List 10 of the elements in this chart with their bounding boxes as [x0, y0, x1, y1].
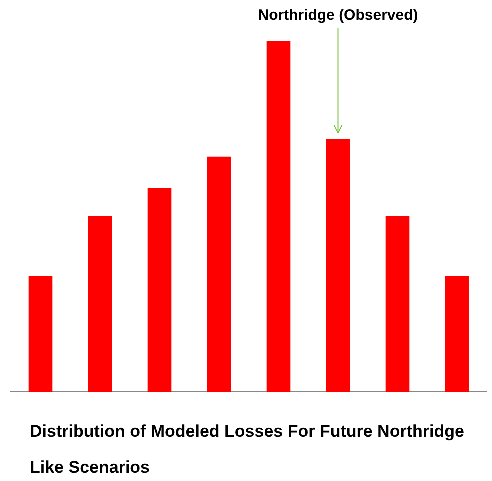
bar — [326, 139, 350, 392]
text: Distribution of Modeled Losses For Future Northridge Like Scenarios — [30, 421, 466, 479]
bar — [445, 276, 470, 392]
bar — [88, 216, 112, 392]
bar — [266, 41, 291, 392]
bar — [207, 156, 232, 392]
bar — [28, 276, 53, 392]
bar — [386, 216, 410, 392]
bar — [148, 188, 172, 392]
annotation: Northridge (Observed) — [258, 7, 418, 24]
